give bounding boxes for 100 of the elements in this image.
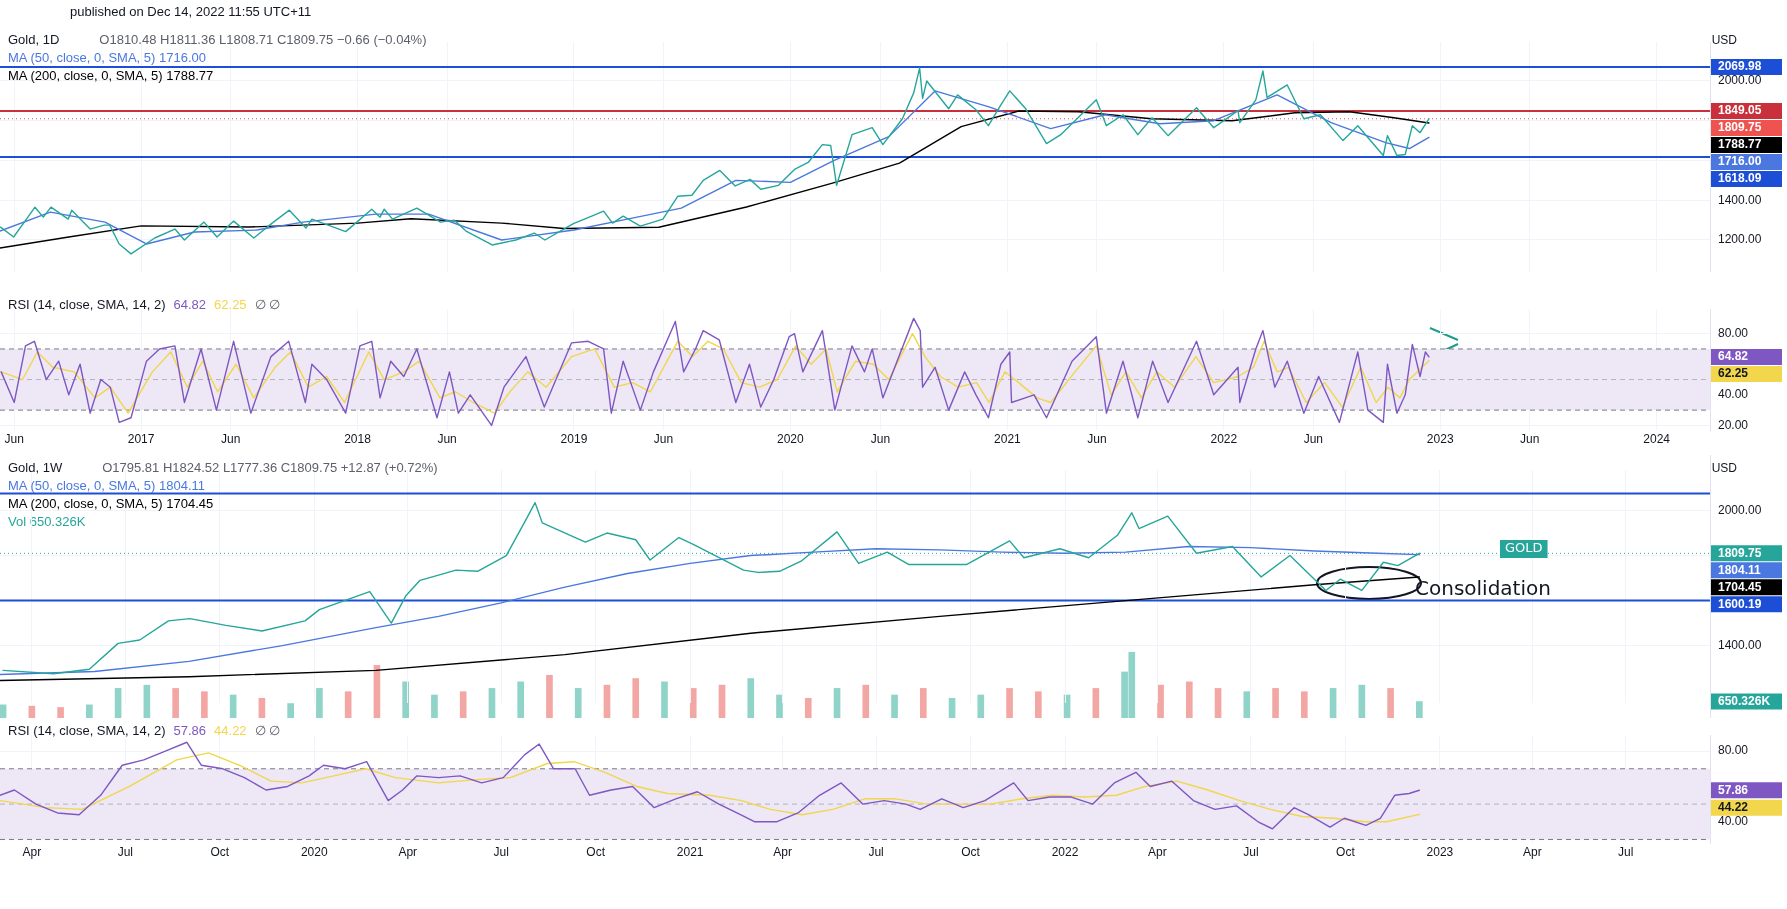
- bar: [804, 697, 812, 718]
- bar: [459, 691, 467, 718]
- bar: [1006, 688, 1013, 718]
- bar: [546, 674, 553, 718]
- x-tick-label: 2020: [777, 431, 805, 446]
- bar: [1034, 691, 1042, 718]
- bar: [57, 707, 64, 718]
- bar: [574, 688, 582, 718]
- bar: [1214, 688, 1222, 718]
- x-tick-label: Jun: [653, 431, 674, 446]
- bar: [1185, 681, 1193, 718]
- bar: [0, 704, 7, 718]
- text: MA (50, close, 0, SMA, 5) 1716.00: [8, 49, 207, 67]
- bar: [86, 704, 93, 718]
- y-tick-label: 2000.00: [1718, 73, 1762, 88]
- bar: [488, 688, 496, 718]
- bar: [948, 697, 956, 718]
- bar: [114, 688, 122, 718]
- annotation: ∅ ∅: [254, 296, 281, 314]
- x-tick-label: Jun: [4, 431, 24, 446]
- bar: [1300, 691, 1308, 718]
- text: 64.82: [1718, 349, 1749, 364]
- x-tick-label: Jul: [1243, 844, 1259, 859]
- ref-line-label: 1849.05: [1718, 103, 1762, 118]
- text: 62.25: [214, 296, 247, 314]
- x-tick-label: 2023: [1426, 431, 1454, 446]
- x-tick-label: 2022: [1051, 844, 1079, 859]
- text: 650.326K: [1718, 693, 1771, 708]
- series-label: 44.22: [214, 722, 247, 740]
- text: MA (200, close, 0, SMA, 5) 1704.45: [8, 495, 215, 513]
- bar: [517, 681, 525, 718]
- chart-title: RSI (14, close, SMA, 14, 2): [8, 297, 166, 312]
- y-tick-label: 1400.00: [1718, 637, 1762, 652]
- bar: [344, 691, 352, 718]
- x-tick-label: 2020: [300, 844, 328, 859]
- text: 62.25: [1718, 366, 1749, 381]
- bar: [1387, 688, 1394, 718]
- y-tick-label: 40.00: [1718, 814, 1749, 829]
- bar: [891, 694, 898, 718]
- x-tick-label: Jun: [1520, 431, 1540, 446]
- ref-line-label: 1809.75: [1718, 120, 1762, 135]
- x-tick-label: Apr: [1522, 844, 1542, 859]
- x-tick-label: Jun: [220, 431, 241, 446]
- bar: [431, 694, 438, 718]
- bar: [747, 678, 755, 718]
- bar: [258, 697, 266, 718]
- y-tick-label: 1400.00: [1718, 192, 1762, 207]
- bar: [1329, 688, 1337, 718]
- x-tick-label: 2021: [994, 431, 1022, 446]
- y-tick-label: 1200.00: [1718, 232, 1762, 247]
- y-tick-label: 40.00: [1718, 387, 1749, 402]
- annotation: ∅ ∅: [254, 722, 281, 740]
- text: 64.82: [173, 296, 207, 314]
- annotation: Consolidation: [1415, 576, 1551, 601]
- text: 1788.77: [1718, 137, 1762, 152]
- bar: [316, 688, 323, 718]
- text: MA (50, close, 0, SMA, 5) 1804.11: [8, 477, 207, 495]
- annotation: GOLD: [1505, 540, 1543, 556]
- ref-line-label: 1618.09: [1718, 171, 1762, 186]
- text: 1704.45: [1718, 579, 1762, 594]
- x-tick-label: Oct: [210, 844, 230, 859]
- x-tick-label: 2023: [1426, 844, 1454, 859]
- bar: [172, 688, 179, 718]
- bar: [143, 684, 151, 718]
- annotation: O1810.48 H1811.36 L1808.71 C1809.75 −0.66 (−0.04%): [99, 32, 427, 47]
- x-tick-label: 2017: [127, 431, 155, 446]
- x-tick-label: 2018: [344, 431, 372, 446]
- bar: [1358, 684, 1366, 718]
- bar: [1272, 688, 1279, 718]
- y-tick-label: 80.00: [1718, 743, 1749, 758]
- bar: [919, 688, 927, 718]
- x-tick-label: Jul: [1618, 844, 1634, 859]
- x-tick-label: Jun: [1303, 431, 1324, 446]
- bar: [862, 684, 870, 718]
- text: Vol 650.326K: [8, 513, 86, 531]
- chart-subtitle: published on Dec 14, 2022 11:55 UTC+11: [70, 4, 312, 19]
- x-tick-label: Jun: [870, 431, 891, 446]
- ref-line-label: 1809.75: [1718, 545, 1762, 560]
- x-tick-label: Jul: [117, 844, 133, 859]
- y-tick-label: 2000.00: [1718, 502, 1762, 517]
- bar: [1416, 701, 1423, 718]
- bar: [1157, 684, 1164, 718]
- y-axis-title: USD: [1711, 33, 1737, 47]
- x-tick-label: Jul: [868, 844, 884, 859]
- x-tick-label: Oct: [1336, 844, 1356, 859]
- text: 1716.00: [1718, 154, 1762, 169]
- bar: [833, 688, 841, 718]
- y-tick-label: 80.00: [1718, 325, 1749, 340]
- chart-title: Gold, 1W: [8, 460, 63, 475]
- bar: [402, 681, 410, 718]
- x-tick-label: Apr: [1148, 844, 1167, 859]
- bar: [201, 691, 208, 718]
- x-tick-label: 2019: [560, 431, 588, 446]
- x-tick-label: Oct: [961, 844, 981, 859]
- x-tick-label: Apr: [398, 844, 418, 859]
- ref-line-label: 2069.98: [1718, 59, 1762, 74]
- x-tick-label: Apr: [22, 844, 42, 859]
- bar: [632, 678, 640, 718]
- x-tick-label: 2024: [1643, 431, 1671, 446]
- chart-title: RSI (14, close, SMA, 14, 2): [8, 723, 166, 738]
